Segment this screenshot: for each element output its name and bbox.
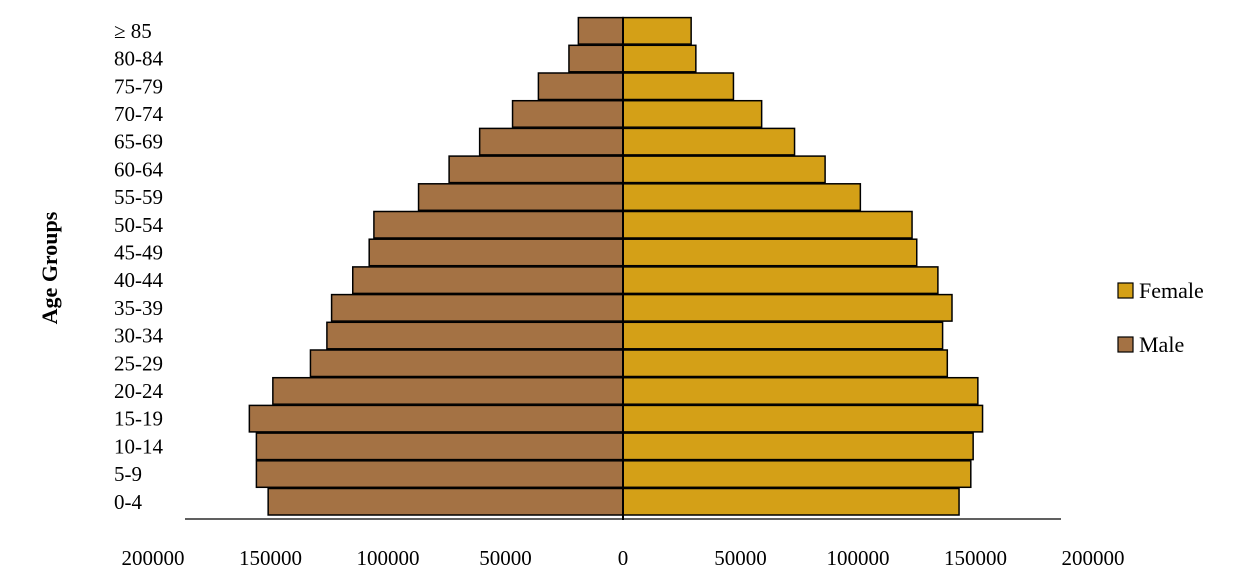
legend-swatch-female: [1117, 282, 1134, 299]
bar-female-13: [622, 127, 796, 156]
category-label-12: 60-64: [114, 157, 163, 181]
bar-male-6: [326, 321, 624, 350]
bar-female-14: [622, 99, 763, 128]
category-label-7: 35-39: [114, 296, 163, 320]
legend-swatch-male: [1117, 336, 1134, 353]
x-tick-label-7: 150000: [944, 546, 1007, 570]
category-label-16: 80-84: [114, 47, 163, 71]
category-label-1: 5-9: [114, 462, 142, 486]
bar-male-1: [255, 460, 624, 489]
x-tick-label-4: 0: [618, 546, 629, 570]
category-label-3: 15-19: [114, 407, 163, 431]
legend-label-female: Female: [1139, 278, 1204, 303]
bar-female-8: [622, 266, 939, 295]
bar-male-10: [373, 210, 624, 239]
category-label-10: 50-54: [114, 213, 163, 237]
x-tick-label-3: 50000: [479, 546, 532, 570]
female-bars: [622, 16, 984, 516]
bar-male-12: [448, 155, 624, 184]
legend-item-female: Female: [1117, 278, 1204, 303]
bar-male-14: [511, 99, 624, 128]
category-label-17: ≥ 85: [114, 19, 152, 43]
bar-female-1: [622, 460, 972, 489]
category-label-6: 30-34: [114, 324, 163, 348]
bar-male-15: [537, 72, 624, 101]
bar-female-2: [622, 432, 974, 461]
bar-female-5: [622, 349, 949, 378]
bar-female-10: [622, 210, 913, 239]
category-label-14: 70-74: [114, 102, 163, 126]
x-tick-label-6: 100000: [827, 546, 890, 570]
bar-male-13: [478, 127, 624, 156]
bar-female-7: [622, 293, 953, 322]
x-tick-label-8: 200000: [1062, 546, 1125, 570]
bar-male-17: [577, 16, 624, 45]
category-label-2: 10-14: [114, 434, 163, 458]
bar-male-0: [267, 487, 624, 516]
x-tick-label-0: 200000: [122, 546, 185, 570]
male-bars: [248, 16, 624, 516]
bar-male-16: [568, 44, 624, 73]
x-tick-label-5: 50000: [714, 546, 767, 570]
bar-female-15: [622, 72, 735, 101]
y-axis-title: Age Groups: [37, 211, 62, 324]
bar-female-6: [622, 321, 944, 350]
category-label-9: 45-49: [114, 240, 163, 264]
bar-female-9: [622, 238, 918, 267]
category-label-4: 20-24: [114, 379, 163, 403]
category-label-11: 55-59: [114, 185, 163, 209]
category-label-15: 75-79: [114, 74, 163, 98]
category-label-0: 0-4: [114, 490, 142, 514]
x-tick-label-2: 100000: [357, 546, 420, 570]
bar-female-11: [622, 183, 862, 212]
x-tick-label-1: 150000: [239, 546, 302, 570]
bar-female-3: [622, 404, 984, 433]
legend-item-male: Male: [1117, 332, 1184, 357]
bar-female-4: [622, 376, 979, 405]
y-tick-labels: 0-4 5-9 10-14 15-19 20-24 25-29 30-34 35-39 40-4…: [114, 19, 163, 514]
bar-female-17: [622, 16, 692, 45]
category-label-8: 40-44: [114, 268, 163, 292]
x-tick-labels: 200000 150000 100000 50000 0 50000 100000 15000…: [122, 546, 1125, 570]
legend: Female Male: [1117, 278, 1204, 357]
bar-male-9: [368, 238, 624, 267]
bar-male-4: [272, 376, 624, 405]
bar-male-8: [352, 266, 624, 295]
legend-label-male: Male: [1139, 332, 1184, 357]
bar-male-2: [255, 432, 624, 461]
bar-female-12: [622, 155, 826, 184]
bar-female-16: [622, 44, 697, 73]
bar-male-3: [248, 404, 624, 433]
bar-male-5: [309, 349, 624, 378]
category-label-13: 65-69: [114, 130, 163, 154]
bar-male-11: [417, 183, 624, 212]
bar-female-0: [622, 487, 960, 516]
bar-male-7: [330, 293, 624, 322]
category-label-5: 25-29: [114, 351, 163, 375]
